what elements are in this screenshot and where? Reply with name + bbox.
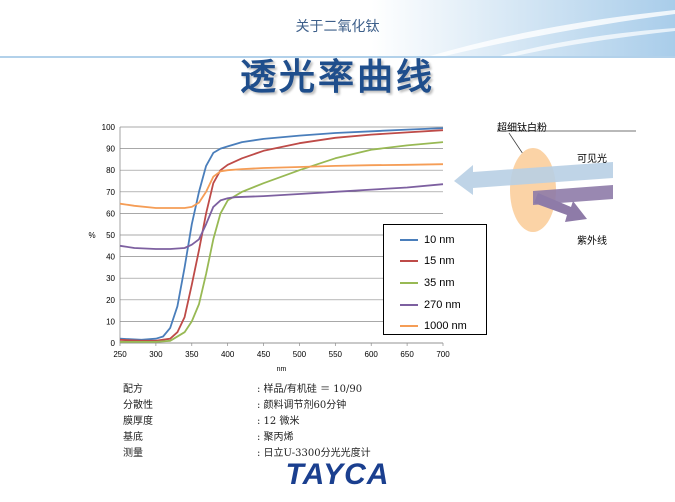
spec-row: 膜厚度 : 12 微米 <box>123 412 371 428</box>
y-tick-label: 90 <box>106 145 115 154</box>
y-axis-label: % <box>88 231 95 240</box>
x-tick-label: 300 <box>149 350 163 359</box>
y-tick-label: 0 <box>111 339 116 348</box>
x-tick-label: 550 <box>329 350 343 359</box>
spec-value: : 日立U-3300分光光度计 <box>257 448 371 459</box>
x-tick-label: 250 <box>113 350 127 359</box>
x-tick-label: 600 <box>365 350 379 359</box>
x-tick-label: 350 <box>185 350 199 359</box>
spec-value: : 聚丙烯 <box>257 432 294 443</box>
x-axis-label: nm <box>277 366 287 373</box>
chart-legend: 10 nm 15 nm 35 nm 270 nm 1000 nm <box>383 224 487 335</box>
spec-label: 基底 <box>123 432 143 443</box>
spec-label: 测量 <box>123 448 143 459</box>
spec-label: 分散性 <box>123 400 153 411</box>
y-tick-label: 20 <box>106 296 115 305</box>
spec-value: : 12 微米 <box>257 416 300 427</box>
header-band <box>0 0 675 58</box>
spec-row: 基底 : 聚丙烯 <box>123 428 371 444</box>
series-line-1000nm <box>119 163 444 209</box>
slide-subtitle: 关于二氧化钛 <box>295 19 380 35</box>
spec-row: 测量 : 日立U-3300分光光度计 <box>123 444 371 460</box>
x-tick-label: 400 <box>221 350 235 359</box>
legend-item: 10 nm <box>384 229 486 251</box>
spec-row: 分散性 : 颜料调节剂60分钟 <box>123 396 371 412</box>
spec-label: 膜厚度 <box>123 416 153 427</box>
y-tick-label: 80 <box>106 166 115 175</box>
x-tick-label: 700 <box>436 350 450 359</box>
spec-value: : 样品/有机硅 ＝ 10/90 <box>257 384 363 395</box>
uv-scatter-arrow <box>534 193 587 222</box>
legend-label: 270 nm <box>424 298 461 311</box>
spec-value: : 颜料调节剂60分钟 <box>257 400 347 411</box>
y-tick-label: 10 <box>106 317 115 326</box>
legend-swatch <box>400 281 418 284</box>
legend-label: 15 nm <box>424 255 455 268</box>
legend-label: 1000 nm <box>424 320 467 333</box>
y-tick-label: 70 <box>106 188 115 197</box>
legend-label: 35 nm <box>424 276 455 289</box>
legend-swatch <box>400 260 418 263</box>
series-line-15nm <box>119 129 444 342</box>
legend-swatch <box>400 238 418 241</box>
legend-label: 10 nm <box>424 233 455 246</box>
y-tick-label: 30 <box>106 274 115 283</box>
slide-title: 透光率曲线 <box>239 57 435 98</box>
y-tick-label: 100 <box>102 123 116 132</box>
y-tick-label: 50 <box>106 231 115 240</box>
series-line-270nm <box>119 183 444 250</box>
series-line-10nm <box>119 127 444 341</box>
spec-label: 配方 <box>123 384 143 395</box>
uv-light-label: 紫外线 <box>577 236 607 247</box>
visible-light-arrow <box>454 162 613 195</box>
spec-row: 配方 : 样品/有机硅 ＝ 10/90 <box>123 380 371 396</box>
x-tick-label: 450 <box>257 350 271 359</box>
legend-item: 270 nm <box>384 294 486 316</box>
company-logo: TAYCA <box>285 458 390 491</box>
legend-item: 35 nm <box>384 272 486 294</box>
series-line-35nm <box>120 141 444 343</box>
y-tick-label: 60 <box>106 209 115 218</box>
legend-item: 15 nm <box>384 251 486 273</box>
y-tick-label: 40 <box>106 253 115 262</box>
legend-item: 1000 nm <box>384 315 486 337</box>
x-tick-label: 500 <box>293 350 307 359</box>
visible-light-label: 可见光 <box>577 154 607 165</box>
legend-swatch <box>400 325 418 328</box>
spec-table: 配方 : 样品/有机硅 ＝ 10/90 分散性 : 颜料调节剂60分钟 膜厚度 … <box>123 380 371 460</box>
x-tick-label: 650 <box>400 350 414 359</box>
legend-swatch <box>400 303 418 306</box>
particle-label: 超细钛白粉 <box>497 123 547 134</box>
